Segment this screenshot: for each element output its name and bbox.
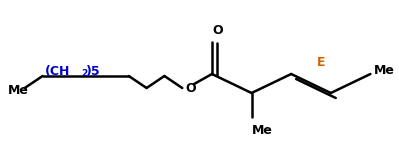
Text: Me: Me: [373, 64, 394, 76]
Text: (CH: (CH: [45, 65, 70, 77]
Text: O: O: [185, 82, 196, 95]
Text: O: O: [212, 24, 223, 37]
Text: 2: 2: [81, 69, 87, 78]
Text: Me: Me: [251, 124, 273, 136]
Text: E: E: [317, 55, 326, 68]
Text: Me: Me: [8, 84, 29, 97]
Text: )5: )5: [86, 65, 101, 77]
